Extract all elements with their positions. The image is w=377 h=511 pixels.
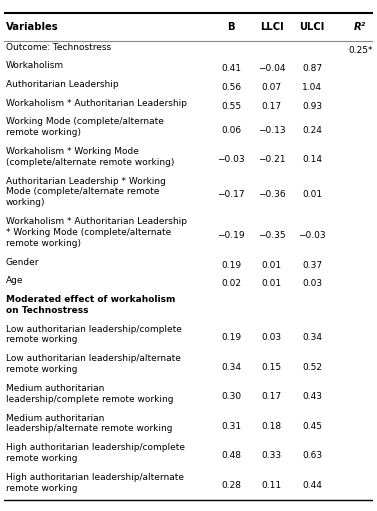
Text: 0.17: 0.17 [262, 392, 282, 401]
Text: −0.36: −0.36 [258, 191, 285, 199]
Text: Low authoritarian leadership/complete
remote working: Low authoritarian leadership/complete re… [6, 324, 181, 344]
Text: −0.19: −0.19 [217, 231, 245, 240]
Text: −0.03: −0.03 [299, 231, 326, 240]
Text: Working Mode (complete/alternate
remote working): Working Mode (complete/alternate remote … [6, 118, 164, 137]
Text: High authoritarian leadership/complete
remote working: High authoritarian leadership/complete r… [6, 443, 185, 463]
Text: 0.43: 0.43 [302, 392, 322, 401]
Text: ULCI: ULCI [300, 22, 325, 32]
Text: Low authoritarian leadership/alternate
remote working: Low authoritarian leadership/alternate r… [6, 354, 181, 374]
Text: 0.45: 0.45 [302, 422, 322, 431]
Text: −0.21: −0.21 [258, 155, 285, 165]
Text: 0.30: 0.30 [221, 392, 241, 401]
Text: 0.01: 0.01 [302, 191, 322, 199]
Text: 0.41: 0.41 [221, 64, 241, 73]
Text: Authoritarian Leadership * Working
Mode (complete/alternate remote
working): Authoritarian Leadership * Working Mode … [6, 177, 166, 207]
Text: 0.44: 0.44 [302, 481, 322, 490]
Text: 0.93: 0.93 [302, 102, 322, 110]
Text: −0.04: −0.04 [258, 64, 285, 73]
Text: 0.17: 0.17 [262, 102, 282, 110]
Text: 0.25*: 0.25* [348, 45, 372, 55]
Text: 0.01: 0.01 [262, 279, 282, 288]
Text: 0.34: 0.34 [221, 363, 241, 371]
Text: 0.31: 0.31 [221, 422, 241, 431]
Text: 0.24: 0.24 [302, 126, 322, 135]
Text: 0.87: 0.87 [302, 64, 322, 73]
Text: 0.06: 0.06 [221, 126, 241, 135]
Text: 0.15: 0.15 [262, 363, 282, 371]
Text: B: B [227, 22, 235, 32]
Text: 0.37: 0.37 [302, 261, 322, 270]
Text: 0.34: 0.34 [302, 333, 322, 342]
Text: 1.04: 1.04 [302, 83, 322, 92]
Text: 0.19: 0.19 [221, 333, 241, 342]
Text: High authoritarian leadership/alternate
remote working: High authoritarian leadership/alternate … [6, 473, 184, 493]
Text: 0.07: 0.07 [262, 83, 282, 92]
Text: 0.33: 0.33 [262, 452, 282, 460]
Text: 0.18: 0.18 [262, 422, 282, 431]
Text: 0.01: 0.01 [262, 261, 282, 270]
Text: 0.11: 0.11 [262, 481, 282, 490]
Text: Outcome: Technostress: Outcome: Technostress [6, 43, 111, 52]
Text: 0.03: 0.03 [302, 279, 322, 288]
Text: Age: Age [6, 276, 23, 286]
Text: 0.03: 0.03 [262, 333, 282, 342]
Text: R²: R² [354, 22, 366, 32]
Text: 0.48: 0.48 [221, 452, 241, 460]
Text: −0.35: −0.35 [258, 231, 285, 240]
Text: 0.55: 0.55 [221, 102, 241, 110]
Text: −0.13: −0.13 [258, 126, 285, 135]
Text: 0.28: 0.28 [221, 481, 241, 490]
Text: Authoritarian Leadership: Authoritarian Leadership [6, 80, 118, 89]
Text: 0.02: 0.02 [221, 279, 241, 288]
Text: Moderated effect of workaholism
on Technostress: Moderated effect of workaholism on Techn… [6, 295, 175, 315]
Text: −0.03: −0.03 [217, 155, 245, 165]
Text: Workaholism: Workaholism [6, 61, 64, 71]
Text: −0.17: −0.17 [217, 191, 245, 199]
Text: Workaholism * Working Mode
(complete/alternate remote working): Workaholism * Working Mode (complete/alt… [6, 147, 174, 167]
Text: Workaholism * Authoritarian Leadership: Workaholism * Authoritarian Leadership [6, 99, 187, 108]
Text: Gender: Gender [6, 258, 39, 267]
Text: Workaholism * Authoritarian Leadership
* Working Mode (complete/alternate
remote: Workaholism * Authoritarian Leadership *… [6, 217, 187, 248]
Text: 0.19: 0.19 [221, 261, 241, 270]
Text: Medium authoritarian
leadership/complete remote working: Medium authoritarian leadership/complete… [6, 384, 173, 404]
Text: 0.52: 0.52 [302, 363, 322, 371]
Text: 0.14: 0.14 [302, 155, 322, 165]
Text: 0.56: 0.56 [221, 83, 241, 92]
Text: Variables: Variables [6, 22, 58, 32]
Text: Medium authoritarian
leadership/alternate remote working: Medium authoritarian leadership/alternat… [6, 413, 172, 433]
Text: LLCI: LLCI [260, 22, 284, 32]
Text: 0.63: 0.63 [302, 452, 322, 460]
